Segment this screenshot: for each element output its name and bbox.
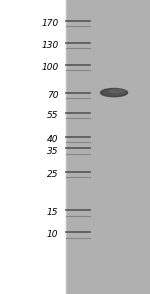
Bar <box>66 0 150 294</box>
Text: 100: 100 <box>41 63 58 72</box>
Text: 70: 70 <box>47 91 59 100</box>
Text: 15: 15 <box>47 208 59 217</box>
Ellipse shape <box>100 88 127 97</box>
Text: 170: 170 <box>41 19 58 28</box>
Ellipse shape <box>109 89 125 93</box>
Text: 40: 40 <box>47 135 59 144</box>
Text: 25: 25 <box>47 170 59 179</box>
Text: 10: 10 <box>47 230 59 239</box>
Text: 130: 130 <box>41 41 58 50</box>
Text: 55: 55 <box>47 111 59 120</box>
Text: 35: 35 <box>47 147 59 156</box>
